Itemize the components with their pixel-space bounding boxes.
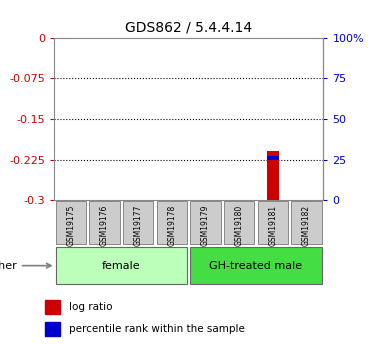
Text: female: female (102, 261, 141, 270)
Text: GSM19181: GSM19181 (268, 205, 277, 246)
Text: GSM19179: GSM19179 (201, 205, 210, 246)
Bar (45, 322, 60, 336)
Bar (267, 156, 279, 160)
Text: GSM19182: GSM19182 (302, 205, 311, 246)
FancyBboxPatch shape (157, 201, 187, 244)
FancyBboxPatch shape (190, 247, 322, 284)
Text: other: other (0, 261, 51, 270)
FancyBboxPatch shape (89, 201, 120, 244)
FancyBboxPatch shape (224, 201, 254, 244)
Text: GSM19180: GSM19180 (235, 205, 244, 246)
FancyBboxPatch shape (190, 201, 221, 244)
FancyBboxPatch shape (55, 201, 86, 244)
FancyBboxPatch shape (291, 201, 322, 244)
Text: GH-treated male: GH-treated male (209, 261, 303, 270)
Bar (45, 300, 60, 314)
FancyBboxPatch shape (123, 201, 153, 244)
Text: percentile rank within the sample: percentile rank within the sample (69, 324, 245, 334)
Text: GSM19175: GSM19175 (66, 205, 75, 246)
Title: GDS862 / 5.4.4.14: GDS862 / 5.4.4.14 (125, 20, 252, 34)
FancyBboxPatch shape (258, 201, 288, 244)
Text: GSM19177: GSM19177 (134, 205, 142, 246)
FancyBboxPatch shape (55, 247, 187, 284)
Text: log ratio: log ratio (69, 302, 113, 312)
Text: GSM19176: GSM19176 (100, 205, 109, 246)
Text: GSM19178: GSM19178 (167, 205, 176, 246)
Bar (267, 151, 279, 200)
